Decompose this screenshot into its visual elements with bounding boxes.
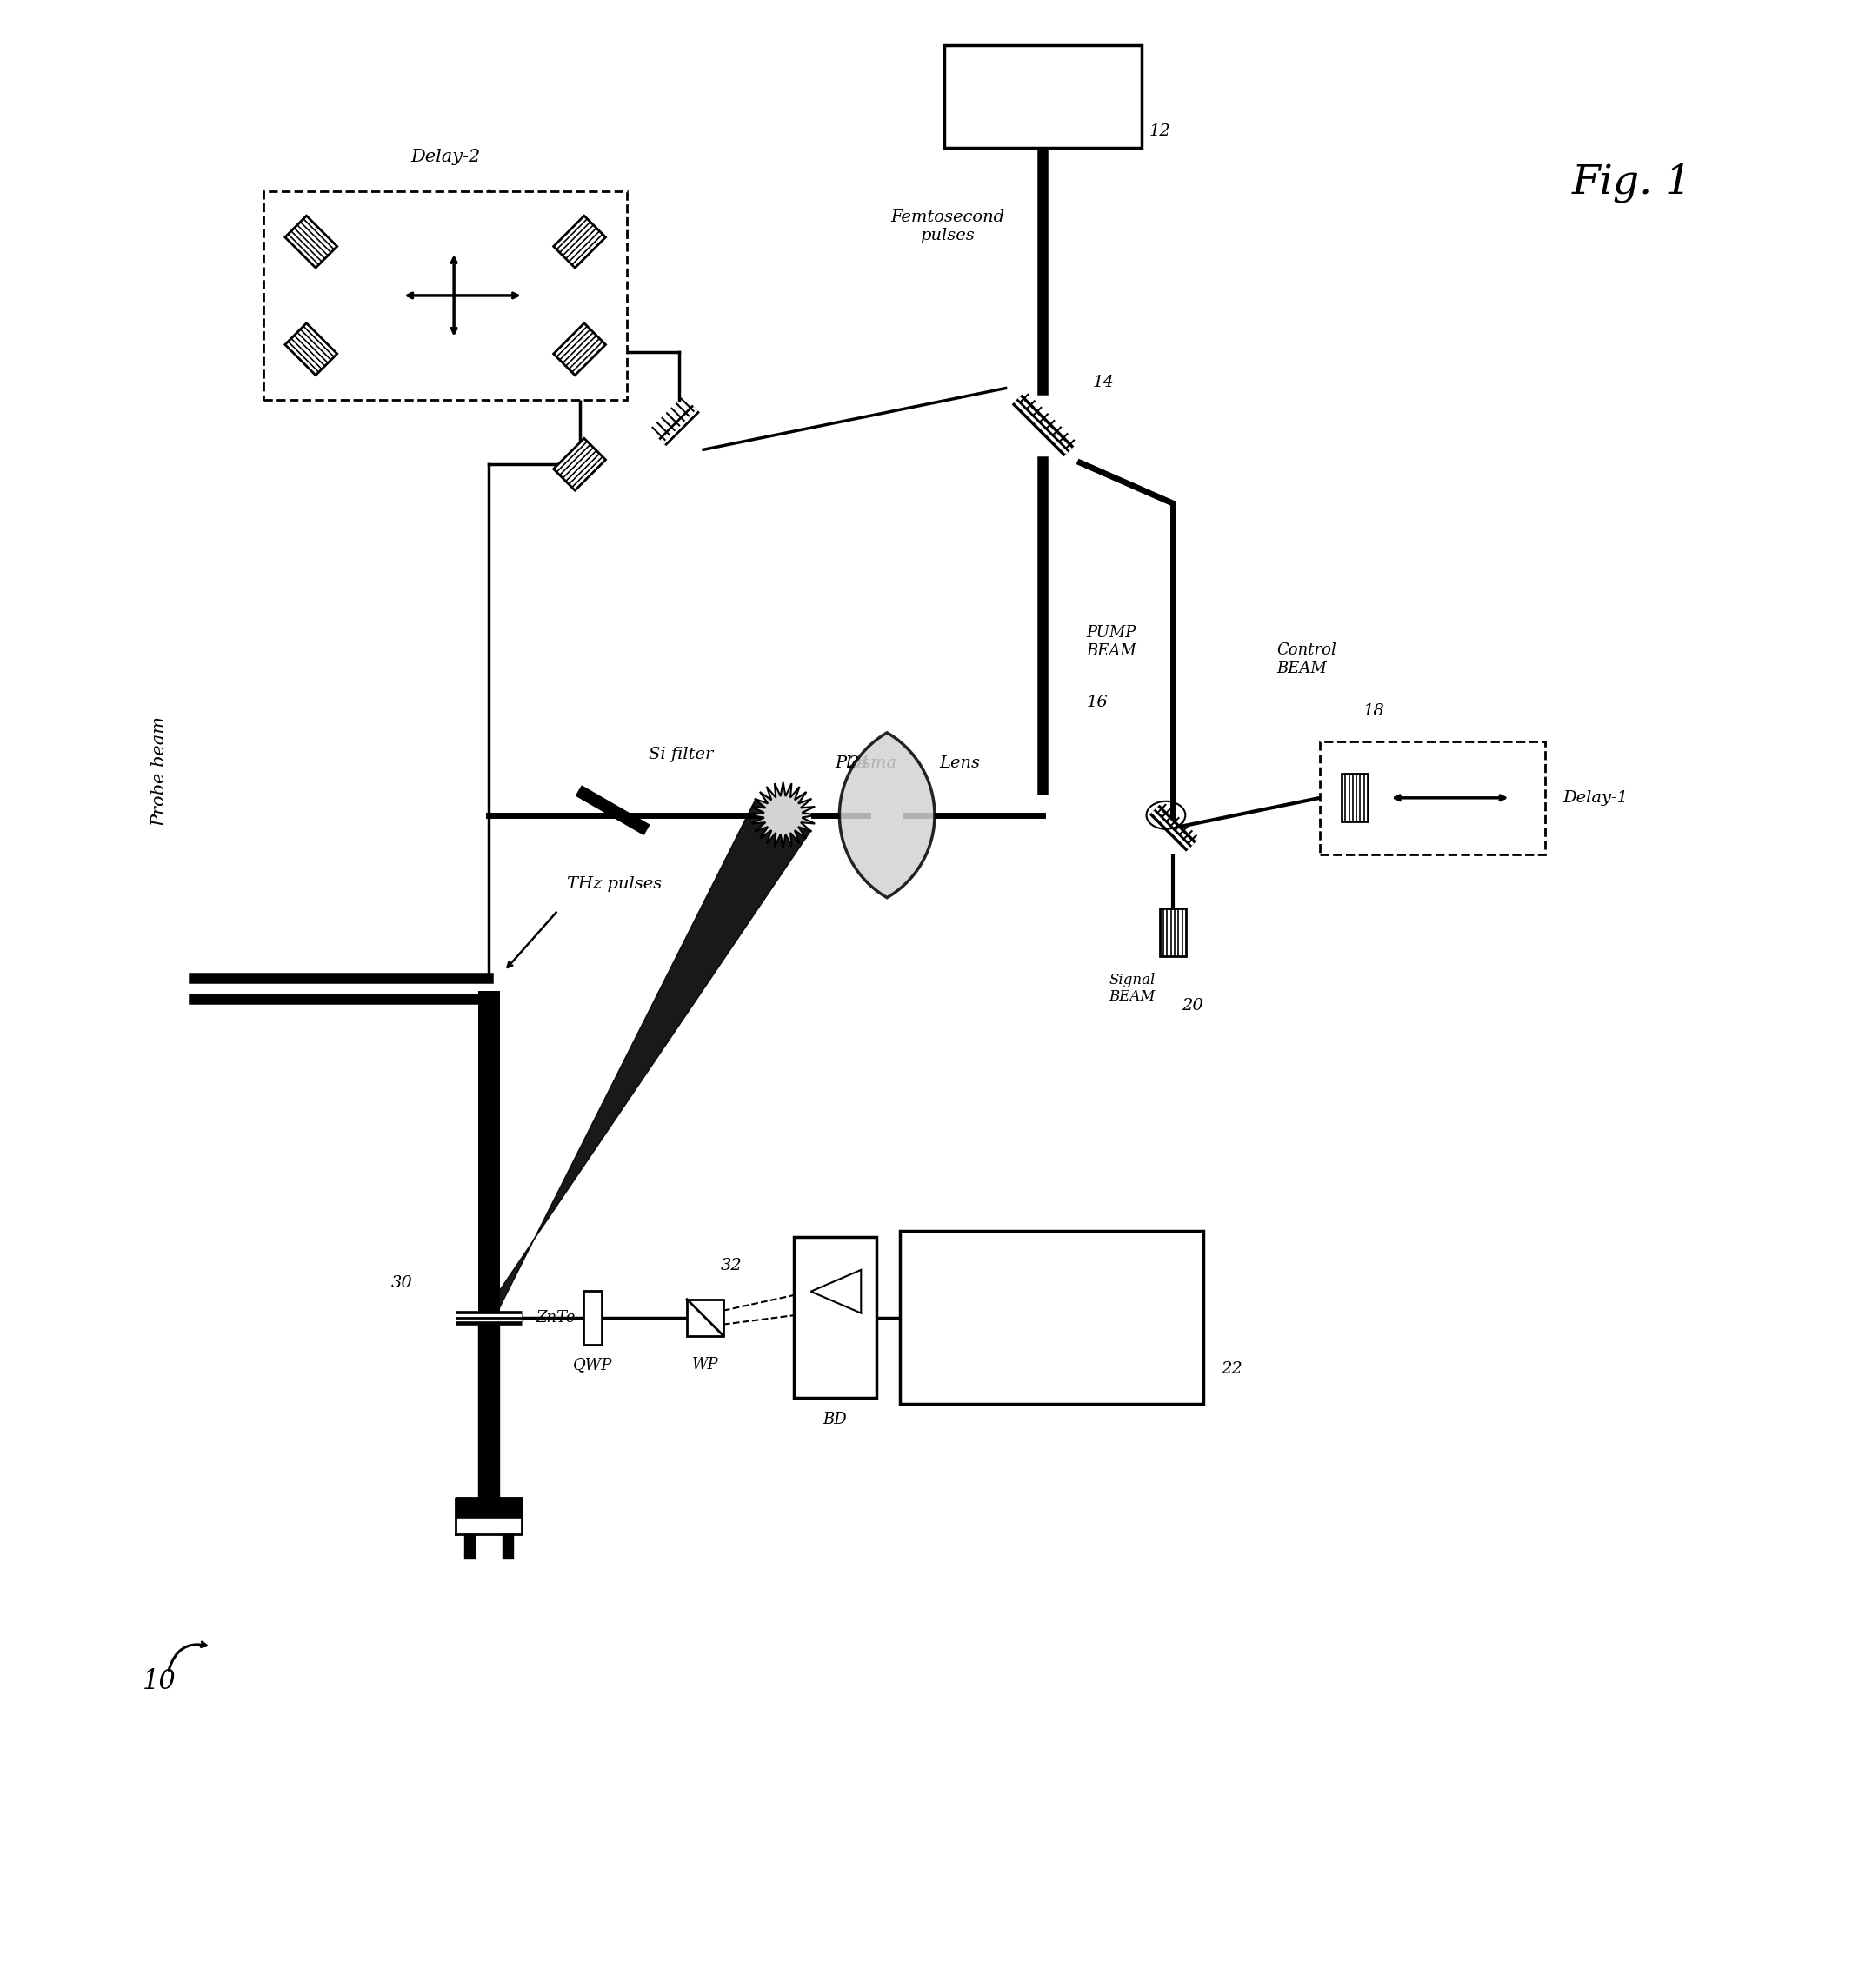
Polygon shape: [1341, 773, 1367, 821]
Text: 10: 10: [143, 1668, 176, 1694]
Bar: [795, 1237, 876, 1398]
FancyBboxPatch shape: [945, 46, 1141, 147]
Bar: [583, 1290, 602, 1344]
Text: Signal
BEAM: Signal BEAM: [1109, 972, 1156, 1004]
Text: 22: 22: [1220, 1362, 1243, 1378]
Bar: [900, 1231, 1204, 1404]
Text: 20: 20: [1182, 998, 1204, 1014]
Polygon shape: [285, 217, 337, 268]
Text: Control
BEAM: Control BEAM: [1276, 642, 1337, 676]
Text: Delay-2: Delay-2: [411, 149, 480, 165]
Text: QWP: QWP: [572, 1358, 613, 1374]
Polygon shape: [285, 324, 337, 376]
Text: 32: 32: [720, 1258, 743, 1274]
Text: 12: 12: [1148, 123, 1170, 139]
Bar: [1320, 742, 1545, 855]
Text: Femtosecond
pulses: Femtosecond pulses: [891, 209, 1004, 243]
Text: WP: WP: [693, 1358, 719, 1374]
Text: Lens: Lens: [939, 755, 980, 771]
Bar: [263, 191, 628, 400]
Text: 14: 14: [1093, 374, 1115, 390]
Text: Probe beam: Probe beam: [152, 716, 169, 827]
Polygon shape: [1159, 909, 1185, 956]
Polygon shape: [478, 799, 811, 1322]
Text: Plasma: Plasma: [835, 755, 896, 771]
Text: 24: 24: [848, 755, 870, 771]
Text: Delay-1: Delay-1: [1563, 789, 1628, 805]
Text: ZnTe: ZnTe: [537, 1310, 576, 1326]
Polygon shape: [750, 781, 817, 849]
Polygon shape: [554, 217, 606, 268]
Text: 30: 30: [391, 1274, 413, 1290]
Text: BD: BD: [822, 1411, 846, 1427]
Text: PUMP
BEAM: PUMP BEAM: [1087, 624, 1137, 658]
Text: THz pulses: THz pulses: [567, 877, 661, 893]
Polygon shape: [576, 785, 650, 835]
Text: LASER
SOURCE: LASER SOURCE: [1011, 83, 1074, 109]
Bar: [687, 1300, 724, 1336]
Polygon shape: [839, 734, 935, 899]
Text: Si filter: Si filter: [648, 747, 713, 761]
Polygon shape: [554, 439, 606, 491]
Text: Fig. 1: Fig. 1: [1572, 163, 1693, 203]
Text: LIA: LIA: [1026, 1304, 1078, 1330]
Text: 18: 18: [1363, 704, 1385, 720]
Polygon shape: [554, 324, 606, 376]
Text: 16: 16: [1087, 694, 1107, 710]
